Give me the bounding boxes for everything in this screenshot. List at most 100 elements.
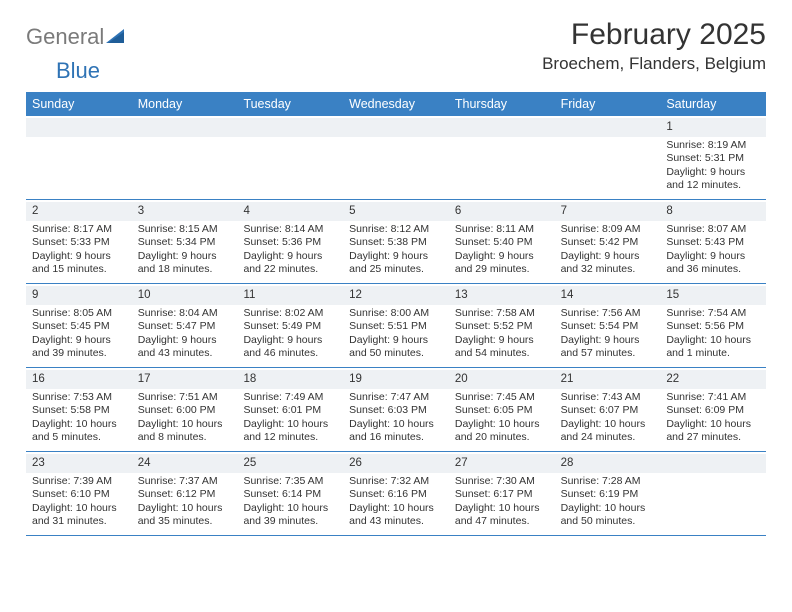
sunrise-text: Sunrise: 8:11 AM xyxy=(455,223,549,236)
daylight-text: Daylight: 9 hours and 22 minutes. xyxy=(243,250,337,277)
daylight-text: Daylight: 10 hours and 39 minutes. xyxy=(243,502,337,529)
sunrise-text: Sunrise: 7:47 AM xyxy=(349,391,443,404)
sunset-text: Sunset: 6:01 PM xyxy=(243,404,337,417)
day-header: Monday xyxy=(132,92,238,116)
day-cell: 4Sunrise: 8:14 AMSunset: 5:36 PMDaylight… xyxy=(237,200,343,283)
logo-word2: Blue xyxy=(56,58,100,83)
day-number: 6 xyxy=(449,202,555,221)
day-number: 22 xyxy=(660,370,766,389)
day-cell: 28Sunrise: 7:28 AMSunset: 6:19 PMDayligh… xyxy=(555,452,661,535)
day-cell: 14Sunrise: 7:56 AMSunset: 5:54 PMDayligh… xyxy=(555,284,661,367)
sunset-text: Sunset: 5:36 PM xyxy=(243,236,337,249)
day-cell: 24Sunrise: 7:37 AMSunset: 6:12 PMDayligh… xyxy=(132,452,238,535)
sunrise-text: Sunrise: 7:53 AM xyxy=(32,391,126,404)
day-cell: 15Sunrise: 7:54 AMSunset: 5:56 PMDayligh… xyxy=(660,284,766,367)
daylight-text: Daylight: 10 hours and 43 minutes. xyxy=(349,502,443,529)
calendar-grid: SundayMondayTuesdayWednesdayThursdayFrid… xyxy=(26,92,766,536)
day-cell: 11Sunrise: 8:02 AMSunset: 5:49 PMDayligh… xyxy=(237,284,343,367)
sunrise-text: Sunrise: 7:39 AM xyxy=(32,475,126,488)
day-cell: 17Sunrise: 7:51 AMSunset: 6:00 PMDayligh… xyxy=(132,368,238,451)
sunset-text: Sunset: 6:10 PM xyxy=(32,488,126,501)
sunrise-text: Sunrise: 7:41 AM xyxy=(666,391,760,404)
day-number: 3 xyxy=(132,202,238,221)
day-cell: 27Sunrise: 7:30 AMSunset: 6:17 PMDayligh… xyxy=(449,452,555,535)
daylight-text: Daylight: 10 hours and 31 minutes. xyxy=(32,502,126,529)
sunrise-text: Sunrise: 7:54 AM xyxy=(666,307,760,320)
sunset-text: Sunset: 5:40 PM xyxy=(455,236,549,249)
day-cell: 23 Sunrise: 7:39 AMSunset: 6:10 PMDayligh… xyxy=(26,452,132,535)
day-number-band xyxy=(660,454,766,473)
day-number: 19 xyxy=(343,370,449,389)
sunset-text: Sunset: 5:51 PM xyxy=(349,320,443,333)
sunrise-text: Sunrise: 8:02 AM xyxy=(243,307,337,320)
sunset-text: Sunset: 6:19 PM xyxy=(561,488,655,501)
day-number: 24 xyxy=(132,454,238,473)
day-header-row: SundayMondayTuesdayWednesdayThursdayFrid… xyxy=(26,92,766,116)
sunrise-text: Sunrise: 8:15 AM xyxy=(138,223,232,236)
day-number: 16 xyxy=(26,370,132,389)
daylight-text: Daylight: 10 hours and 8 minutes. xyxy=(138,418,232,445)
day-number-band xyxy=(343,118,449,137)
sunset-text: Sunset: 5:49 PM xyxy=(243,320,337,333)
day-header: Wednesday xyxy=(343,92,449,116)
day-number-band xyxy=(26,118,132,137)
daylight-text: Daylight: 9 hours and 15 minutes. xyxy=(32,250,126,277)
day-number: 23 xyxy=(26,454,132,473)
sunrise-text: Sunrise: 7:51 AM xyxy=(138,391,232,404)
day-number: 2 xyxy=(26,202,132,221)
daylight-text: Daylight: 9 hours and 43 minutes. xyxy=(138,334,232,361)
sunset-text: Sunset: 5:58 PM xyxy=(32,404,126,417)
day-cell: 25Sunrise: 7:35 AMSunset: 6:14 PMDayligh… xyxy=(237,452,343,535)
day-number-band xyxy=(237,118,343,137)
day-number: 18 xyxy=(237,370,343,389)
daylight-text: Daylight: 10 hours and 5 minutes. xyxy=(32,418,126,445)
daylight-text: Daylight: 9 hours and 18 minutes. xyxy=(138,250,232,277)
daylight-text: Daylight: 10 hours and 47 minutes. xyxy=(455,502,549,529)
daylight-text: Daylight: 9 hours and 36 minutes. xyxy=(666,250,760,277)
day-number: 12 xyxy=(343,286,449,305)
sunrise-text: Sunrise: 8:19 AM xyxy=(666,139,760,152)
daylight-text: Daylight: 9 hours and 29 minutes. xyxy=(455,250,549,277)
day-number: 9 xyxy=(26,286,132,305)
day-number: 26 xyxy=(343,454,449,473)
daylight-text: Daylight: 10 hours and 35 minutes. xyxy=(138,502,232,529)
week-row: 16Sunrise: 7:53 AMSunset: 5:58 PMDayligh… xyxy=(26,368,766,452)
sunset-text: Sunset: 5:43 PM xyxy=(666,236,760,249)
sunrise-text: Sunrise: 8:12 AM xyxy=(349,223,443,236)
day-cell xyxy=(26,116,132,199)
day-number-band xyxy=(555,118,661,137)
day-cell: 20Sunrise: 7:45 AMSunset: 6:05 PMDayligh… xyxy=(449,368,555,451)
sunrise-text: Sunrise: 8:09 AM xyxy=(561,223,655,236)
sunset-text: Sunset: 5:34 PM xyxy=(138,236,232,249)
sunrise-text: Sunrise: 7:35 AM xyxy=(243,475,337,488)
sunset-text: Sunset: 5:42 PM xyxy=(561,236,655,249)
daylight-text: Daylight: 9 hours and 54 minutes. xyxy=(455,334,549,361)
sunset-text: Sunset: 6:17 PM xyxy=(455,488,549,501)
day-header: Tuesday xyxy=(237,92,343,116)
day-cell: 22Sunrise: 7:41 AMSunset: 6:09 PMDayligh… xyxy=(660,368,766,451)
sunrise-text: Sunrise: 7:58 AM xyxy=(455,307,549,320)
day-cell: 10Sunrise: 8:04 AMSunset: 5:47 PMDayligh… xyxy=(132,284,238,367)
day-header: Saturday xyxy=(660,92,766,116)
day-number-band xyxy=(132,118,238,137)
daylight-text: Daylight: 9 hours and 12 minutes. xyxy=(666,166,760,193)
day-number: 15 xyxy=(660,286,766,305)
day-cell: 21Sunrise: 7:43 AMSunset: 6:07 PMDayligh… xyxy=(555,368,661,451)
day-cell: 5Sunrise: 8:12 AMSunset: 5:38 PMDaylight… xyxy=(343,200,449,283)
daylight-text: Daylight: 10 hours and 50 minutes. xyxy=(561,502,655,529)
day-number: 28 xyxy=(555,454,661,473)
sunrise-text: Sunrise: 8:00 AM xyxy=(349,307,443,320)
logo: General xyxy=(26,24,128,50)
daylight-text: Daylight: 9 hours and 39 minutes. xyxy=(32,334,126,361)
day-cell: 6 Sunrise: 8:11 AMSunset: 5:40 PMDaylight… xyxy=(449,200,555,283)
sunrise-text: Sunrise: 7:49 AM xyxy=(243,391,337,404)
daylight-text: Daylight: 9 hours and 50 minutes. xyxy=(349,334,443,361)
sunrise-text: Sunrise: 7:56 AM xyxy=(561,307,655,320)
day-cell: 19Sunrise: 7:47 AMSunset: 6:03 PMDayligh… xyxy=(343,368,449,451)
sunset-text: Sunset: 5:33 PM xyxy=(32,236,126,249)
day-cell xyxy=(132,116,238,199)
sunset-text: Sunset: 6:03 PM xyxy=(349,404,443,417)
day-cell xyxy=(660,452,766,535)
sunset-text: Sunset: 5:47 PM xyxy=(138,320,232,333)
calendar-page: General February 2025 Broechem, Flanders… xyxy=(0,0,792,556)
